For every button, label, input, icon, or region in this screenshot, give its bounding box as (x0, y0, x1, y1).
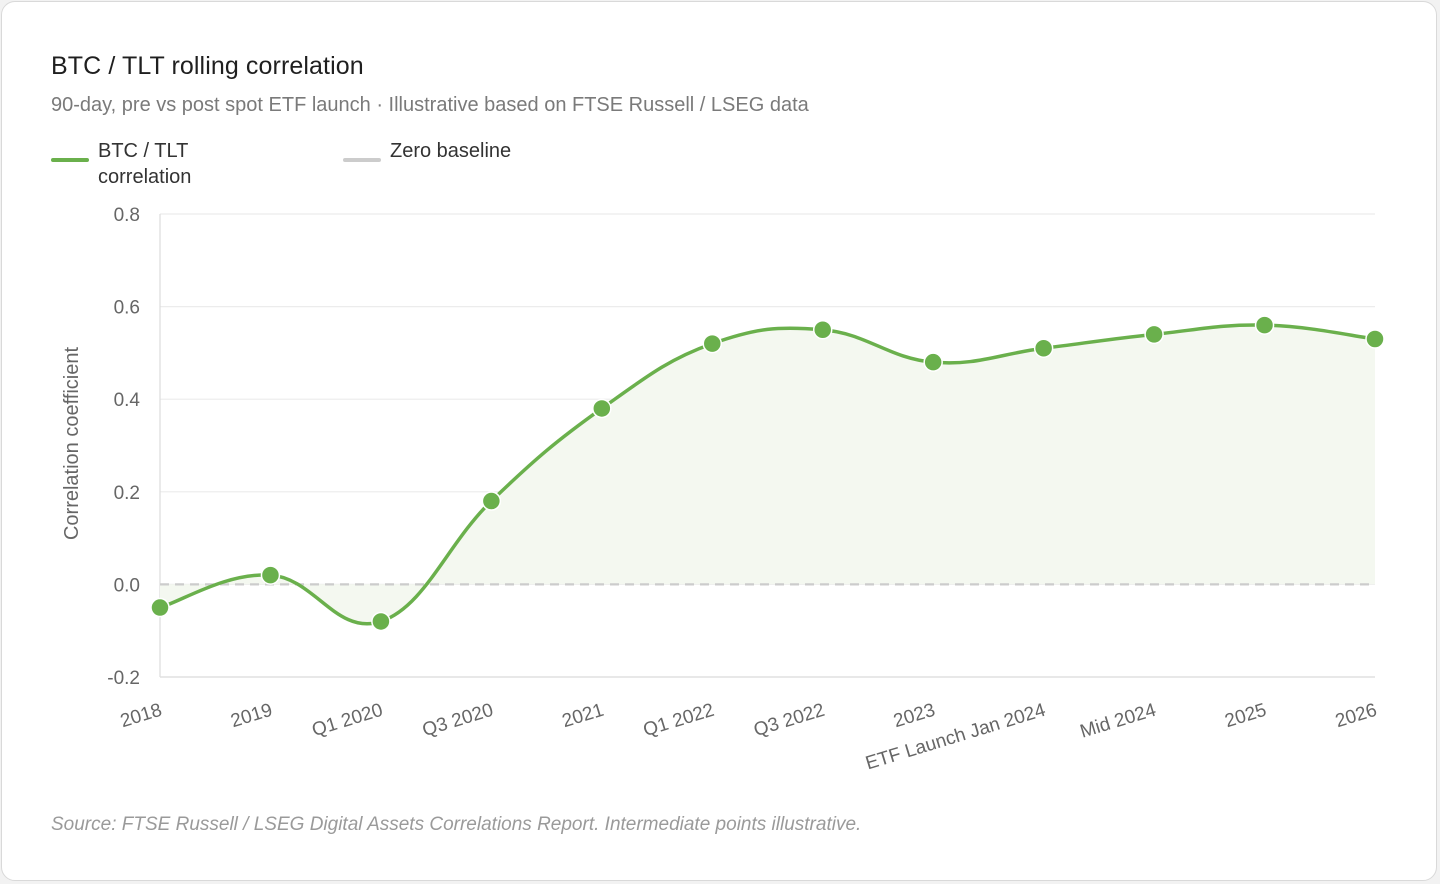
chart-subtitle: 90-day, pre vs post spot ETF launch · Il… (51, 94, 809, 116)
data-point[interactable] (371, 611, 391, 632)
x-tick-label: 2019 (228, 700, 275, 732)
x-tick-label: 2021 (560, 700, 607, 732)
data-point[interactable] (150, 597, 170, 618)
source-note: Source: FTSE Russell / LSEG Digital Asse… (51, 814, 862, 835)
data-point[interactable] (1254, 315, 1275, 335)
y-tick-label: 0.6 (114, 298, 140, 319)
legend-item-baseline[interactable]: Zero baseline (343, 138, 530, 164)
data-point[interactable] (923, 352, 943, 372)
legend-item-correlation[interactable]: BTC / TLT correlation (51, 138, 238, 190)
series-area-fill (160, 325, 1375, 624)
legend-label-correlation: BTC / TLT correlation (98, 140, 192, 188)
data-point[interactable] (812, 320, 833, 340)
x-tick-label: ETF Launch Jan 2024 (863, 700, 1048, 775)
x-tick-label: 2025 (1222, 700, 1269, 732)
y-tick-label: -0.2 (107, 668, 140, 689)
y-tick-label: 0.0 (114, 575, 140, 596)
x-tick-label: Q1 2020 (310, 700, 386, 741)
y-tick-label: 0.4 (114, 390, 141, 411)
legend-label-baseline: Zero baseline (390, 140, 512, 162)
x-tick-label: 2026 (1333, 700, 1380, 732)
data-point[interactable] (1033, 338, 1054, 359)
x-tick-label: Q3 2022 (751, 700, 827, 741)
data-point[interactable] (260, 565, 281, 585)
x-tick-label: 2023 (891, 700, 938, 732)
y-tick-label: 0.8 (114, 205, 140, 226)
x-tick-label: Q1 2022 (641, 700, 717, 741)
x-tick-label: Mid 2024 (1078, 700, 1159, 743)
x-tick-label: 2018 (118, 700, 165, 732)
chart-title: BTC / TLT rolling correlation (51, 52, 364, 80)
data-point[interactable] (592, 398, 612, 419)
legend-swatch-baseline (343, 158, 381, 162)
data-point[interactable] (702, 333, 723, 354)
y-tick-label: 0.2 (114, 483, 140, 504)
y-axis-title: Correlation coefficient (61, 347, 83, 541)
data-point[interactable] (1365, 329, 1385, 349)
data-point[interactable] (481, 491, 502, 511)
x-tick-label: Q3 2020 (420, 700, 496, 741)
data-point[interactable] (1144, 324, 1164, 345)
legend-swatch-correlation (51, 158, 89, 162)
